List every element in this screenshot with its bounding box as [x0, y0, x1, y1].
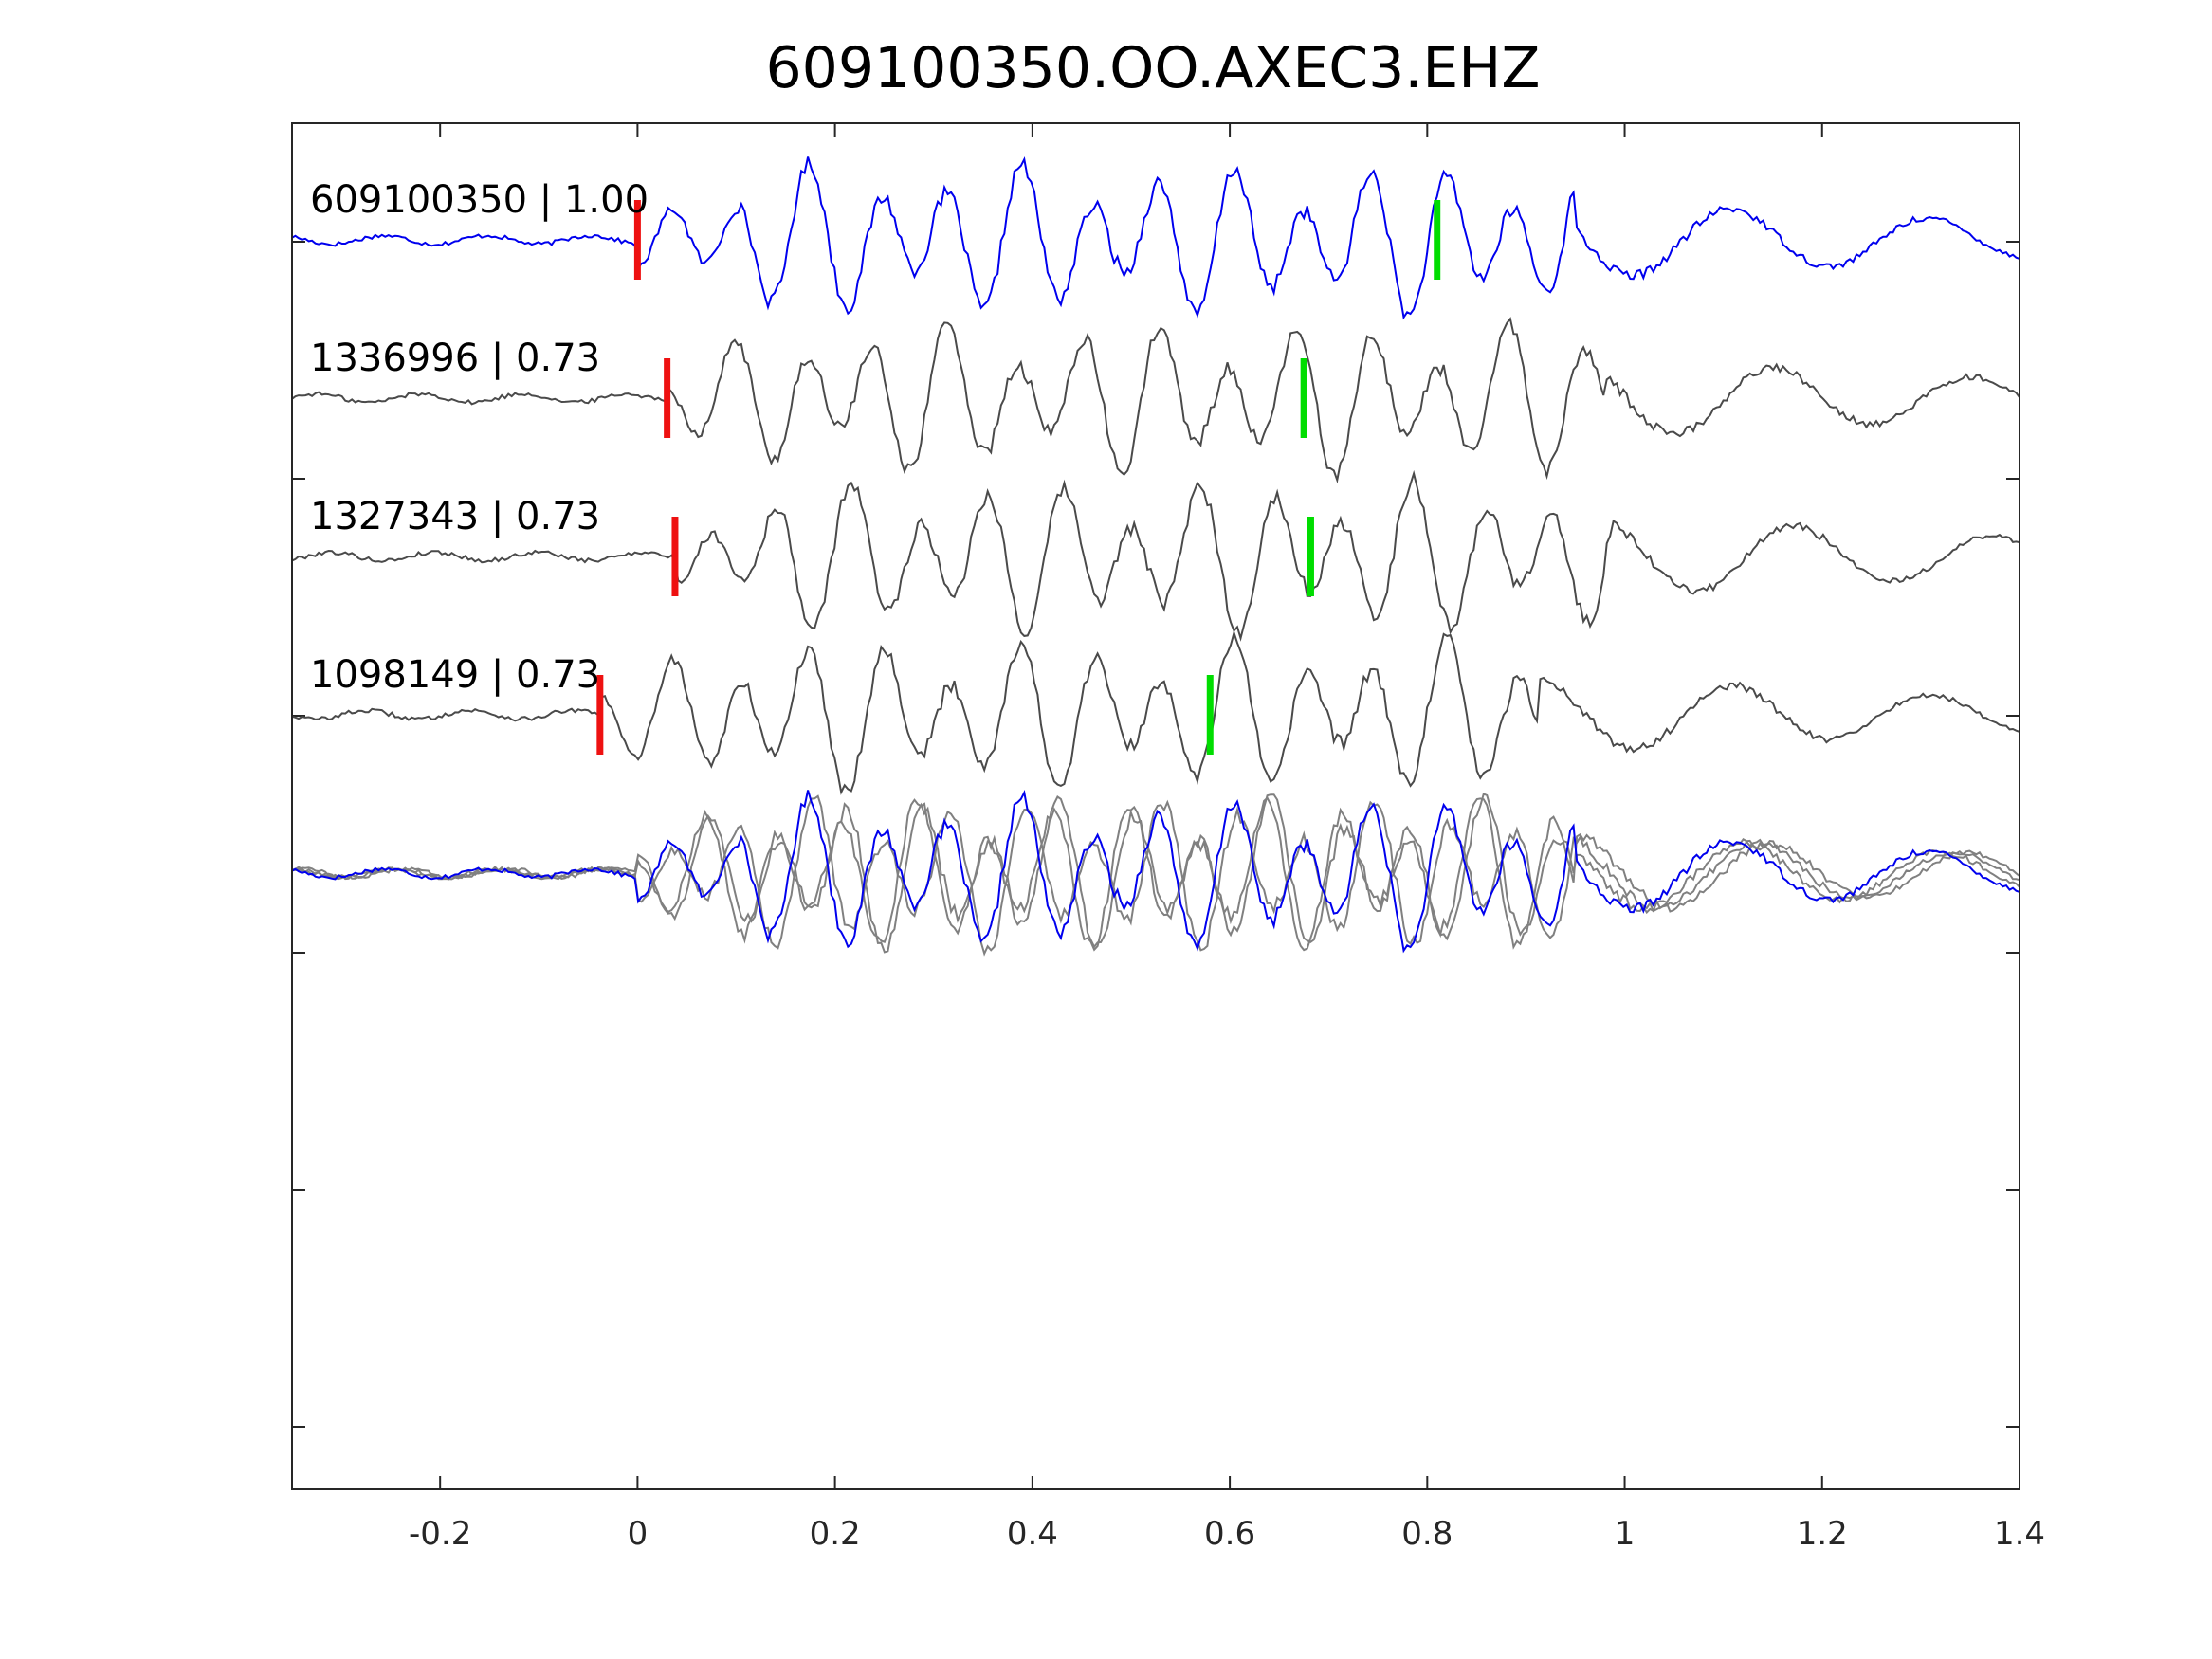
x-tick-label: 1.4 [1994, 1515, 2045, 1553]
trace-labels: 609100350 | 1.00 1336996 | 0.73 1327343 | … [310, 178, 649, 697]
x-axis: -0.2 0 0.2 0.4 0.6 0.8 1 1.2 1.4 [409, 123, 2045, 1553]
y-axis [292, 241, 2020, 1428]
trace-label: 1327343 | 0.73 [310, 495, 600, 538]
trace-line-2 [291, 469, 2020, 642]
trace-line-0 [291, 156, 2020, 320]
overlay-match-line [291, 796, 2020, 952]
trace-label: 1336996 | 0.73 [310, 337, 600, 380]
overlay-match-line [291, 794, 2020, 957]
x-tick-label: -0.2 [409, 1515, 471, 1553]
x-tick-label: 0 [628, 1515, 649, 1553]
trace-line-1 [291, 317, 2020, 484]
x-tick-label: 0.4 [1007, 1515, 1058, 1553]
x-tick-label: 1 [1615, 1515, 1636, 1553]
trace-label: 1098149 | 0.73 [310, 653, 600, 697]
axes-box [291, 122, 2020, 1490]
x-tick-label: 1.2 [1797, 1515, 1848, 1553]
overlay-match-line [291, 793, 2020, 954]
x-tick-label: 0.8 [1401, 1515, 1453, 1553]
waveform-traces [291, 156, 2020, 957]
x-tick-label: 0.2 [810, 1515, 861, 1553]
x-tick-label: 0.6 [1204, 1515, 1255, 1553]
overlay-reference-line [291, 790, 2020, 954]
trace-line-3 [291, 629, 2020, 795]
chart-title: 609100350.OO.AXEC3.EHZ [765, 35, 1540, 101]
trace-label: 609100350 | 1.00 [310, 178, 649, 222]
phase-picks [596, 200, 1441, 755]
